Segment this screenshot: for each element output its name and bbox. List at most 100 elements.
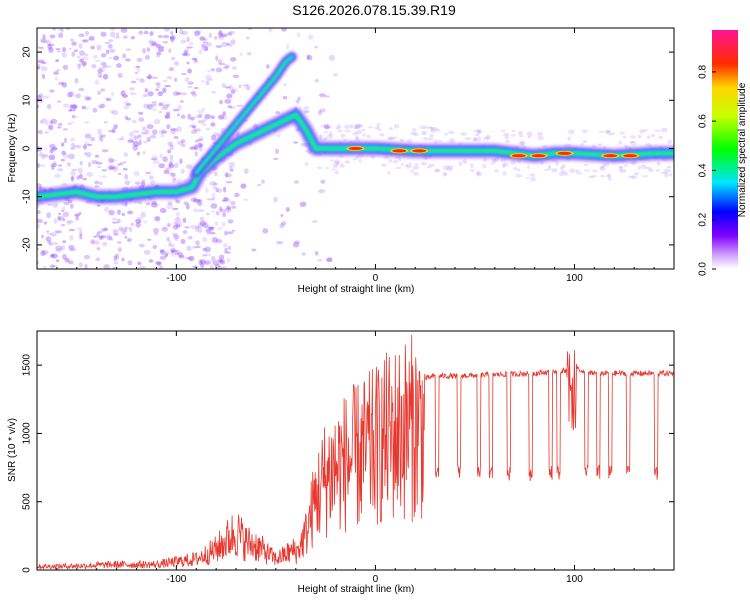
spectrogram-noise-speck xyxy=(208,226,214,231)
spectrogram-noise-speck xyxy=(108,39,114,42)
spectrogram-noise-speck xyxy=(205,187,209,194)
spectrogram-noise-speck xyxy=(125,58,131,62)
spectrogram-noise-speck xyxy=(146,75,153,80)
spectrogram-noise-speck xyxy=(103,121,108,124)
spectrogram-noise-speck xyxy=(117,138,125,141)
spectrogram-noise-speck xyxy=(388,158,393,163)
spectrogram-noise-speck xyxy=(97,68,103,74)
spectrogram-noise-speck xyxy=(84,120,90,124)
spectrogram-noise-speck xyxy=(215,211,220,216)
spectrogram-noise-speck xyxy=(474,133,479,137)
spectrogram-noise-speck xyxy=(174,61,179,66)
spectrogram-noise-speck xyxy=(387,170,391,175)
spectrogram-noise-speck xyxy=(179,100,184,103)
spectrogram-noise-speck xyxy=(70,176,74,183)
spectrogram-noise-speck xyxy=(155,261,162,265)
spectrogram-noise-speck xyxy=(592,169,598,173)
spectrogram-noise-speck xyxy=(178,255,185,259)
spectrogram-noise-speck xyxy=(158,130,164,134)
spectrogram-noise-speck xyxy=(55,48,61,51)
spectrogram-noise-speck xyxy=(71,41,77,46)
spectrogram-noise-speck xyxy=(180,39,187,44)
spectrogram-noise-speck xyxy=(157,47,164,53)
spectrogram-noise-speck xyxy=(337,129,343,133)
spectrogram-noise-speck xyxy=(190,224,196,230)
spectrogram-noise-speck xyxy=(199,263,205,269)
spectrogram-noise-speck xyxy=(142,94,148,98)
spectrogram-noise-speck xyxy=(37,162,41,169)
spectrogram-noise-speck xyxy=(110,159,118,162)
spectrogram-noise-speck xyxy=(110,31,116,38)
spectrogram-noise-speck xyxy=(143,141,148,144)
spectrogram-noise-speck xyxy=(167,149,172,154)
spectrogram-noise-speck xyxy=(110,237,114,241)
spectrogram-noise-speck xyxy=(84,30,90,36)
spectrogram-noise-speck xyxy=(134,135,139,141)
spectrogram-noise-speck xyxy=(97,165,101,169)
spectrogram-noise-speck xyxy=(77,64,81,70)
spectrogram-noise-speck xyxy=(429,126,434,130)
spectrogram-noise-speck xyxy=(37,218,43,224)
spectrogram-noise-speck xyxy=(221,41,229,48)
spectrogram-noise-speck xyxy=(113,255,118,262)
spectrogram-noise-speck xyxy=(150,179,156,186)
spectrogram-noise-speck xyxy=(161,226,168,232)
spectrogram-noise-speck xyxy=(583,169,591,172)
spectrogram-noise-speck xyxy=(135,218,142,224)
spectrogram-noise-speck xyxy=(98,132,103,139)
spectrogram-noise-speck xyxy=(96,44,102,51)
spectrogram-noise-speck xyxy=(79,50,85,56)
spectrogram-noise-speck xyxy=(177,104,182,110)
spectrogram-noise-speck xyxy=(186,245,192,251)
spectrogram-noise-speck xyxy=(352,158,358,161)
spectrogram-noise-speck xyxy=(354,125,361,130)
spectrogram-noise-speck xyxy=(581,129,588,134)
spectrogram-noise-speck xyxy=(58,28,64,31)
spectrogram-noise-speck xyxy=(196,199,203,202)
spectrogram-noise-speck xyxy=(355,135,359,140)
spectrogram-noise-speck xyxy=(399,138,405,142)
spectrogram-noise-speck xyxy=(48,124,54,131)
spectrogram-noise-speck xyxy=(134,65,141,69)
spectrogram-noise-speck xyxy=(74,213,81,217)
spectrogram-noise-speck xyxy=(76,175,80,181)
spectrogram-noise-speck xyxy=(62,211,70,218)
spectrogram-noise-speck xyxy=(262,228,269,234)
spectrogram-noise-speck xyxy=(245,36,250,40)
spectrogram-noise-speck xyxy=(94,154,100,158)
spectrogram-noise-speck xyxy=(181,139,186,144)
spectrogram-noise-speck xyxy=(40,60,45,65)
spectrogram-noise-speck xyxy=(172,177,177,180)
spectrogram-noise-speck xyxy=(160,129,165,135)
spectrogram-noise-speck xyxy=(155,216,160,221)
spectrogram-noise-speck xyxy=(155,43,162,49)
spectrogram-noise-speck xyxy=(444,132,448,136)
spectrogram-noise-speck xyxy=(319,108,326,113)
spectrogram-noise-speck xyxy=(98,66,106,73)
spectrogram-noise-speck xyxy=(166,75,173,80)
spectrogram-noise-speck xyxy=(49,264,55,269)
spectrogram-noise-speck xyxy=(125,227,133,230)
spectrogram-noise-speck xyxy=(137,261,142,266)
spectrogram-noise-speck xyxy=(187,85,193,89)
snr-ytick-label: 1000 xyxy=(22,422,33,445)
spectrogram-noise-speck xyxy=(157,91,164,94)
spectrogram-noise-speck xyxy=(197,222,203,229)
spectrogram-noise-speck xyxy=(502,132,510,137)
spectrogram-noise-speck xyxy=(569,168,576,174)
spectrogram-noise-speck xyxy=(166,103,171,107)
spectrogram-noise-speck xyxy=(231,205,237,209)
spectrogram-noise-speck xyxy=(178,221,183,228)
spectrogram-noise-speck xyxy=(447,130,455,135)
spectrogram-noise-speck xyxy=(96,204,101,207)
spectrogram-noise-speck xyxy=(138,243,145,248)
spectrogram-noise-speck xyxy=(130,222,134,226)
snr-xtick-label: -100 xyxy=(166,574,186,585)
spectrogram-noise-speck xyxy=(98,181,103,185)
spectrogram-noise-speck xyxy=(54,76,58,81)
spectrogram-noise-speck xyxy=(222,186,227,193)
spectrogram-noise-speck xyxy=(239,52,243,57)
spectrogram-noise-speck xyxy=(214,263,221,268)
